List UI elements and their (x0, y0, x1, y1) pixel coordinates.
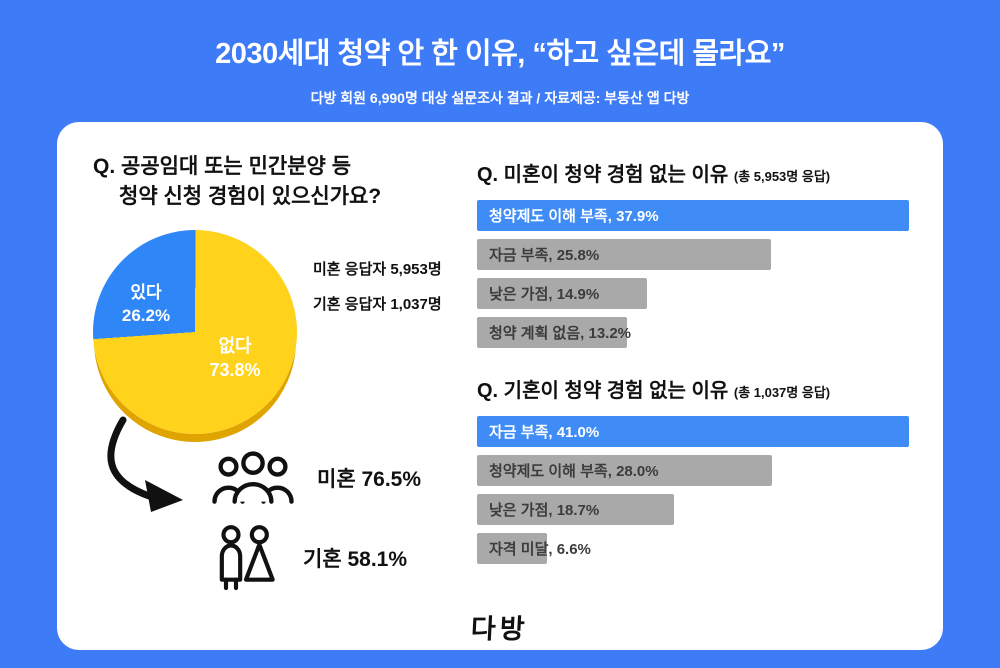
bar-label: 낮은 가점, 14.9% (489, 286, 600, 303)
pie-no-value: 73.8% (209, 360, 261, 381)
bar-chart-1-title-text: Q. 미혼이 청약 경험 없는 이유 (477, 164, 729, 186)
bar-label: 청약제도 이해 부족, 37.9% (489, 208, 659, 225)
bar: 자금 부족, 41.0% (477, 416, 909, 447)
curved-arrow-icon (107, 416, 183, 512)
question-line-2: 청약 신청 경험이 있으신가요? (119, 185, 382, 209)
stat-unmarried: 미혼 76.5% (211, 450, 421, 506)
pie-slice-label-yes: 있다 26.2% (107, 282, 185, 328)
group-icon (212, 451, 294, 504)
bar-section: Q. 미혼이 청약 경험 없는 이유 (총 5,953명 응답) 청약제도 이해… (449, 152, 909, 632)
bar-row: 자격 미달, 6.6% (477, 533, 909, 564)
bar: 낮은 가점, 18.7% (477, 494, 675, 525)
bar-row: 낮은 가점, 14.9% (477, 278, 909, 309)
bar-chart-1-subtitle: (총 5,953명 응답) (733, 169, 831, 184)
bar-chart-2-subtitle: (총 1,037명 응답) (733, 385, 831, 400)
respondent-counts: 미혼 응답자 5,953명 기혼 응답자 1,037명 (313, 258, 442, 434)
bar: 청약제도 이해 부족, 37.9% (477, 200, 909, 231)
pie-chart: 있다 26.2% 없다 73.8% (93, 230, 297, 434)
bar-label: 자금 부족, 25.8% (489, 247, 600, 264)
stats: 미혼 76.5% 기혼 58.1% (211, 450, 421, 594)
bar-label: 낮은 가점, 18.7% (489, 502, 600, 519)
couple-icon (219, 525, 275, 591)
bar-row: 청약제도 이해 부족, 28.0% (477, 455, 909, 486)
bar-label: 청약제도 이해 부족, 28.0% (489, 463, 659, 480)
pie-row: 있다 26.2% 없다 73.8% 미혼 응답자 5,953명 기혼 응답자 1… (93, 230, 442, 434)
bar-label: 청약 계획 없음, 13.2% (489, 325, 632, 342)
stat-married: 기혼 58.1% (211, 522, 421, 594)
pie-section: Q. 공공임대 또는 민간분양 등 청약 신청 경험이 있으신가요? 있다 26… (93, 152, 449, 632)
header: 2030세대 청약 안 한 이유, “하고 싶은데 몰라요” 다방 회원 6,9… (0, 0, 1000, 108)
pie-yes-text: 있다 (130, 283, 162, 302)
pie-slice-label-no: 없다 73.8% (185, 334, 285, 383)
bar-row: 청약제도 이해 부족, 37.9% (477, 200, 909, 231)
bar: 낮은 가점, 14.9% (477, 278, 647, 309)
bar: 청약제도 이해 부족, 28.0% (477, 455, 773, 486)
bar-chart-unmarried: 청약제도 이해 부족, 37.9% 자금 부족, 25.8% 낮은 가점, 14.9… (477, 200, 909, 348)
footer: 다방 (57, 607, 943, 646)
bar-row: 청약 계획 없음, 13.2% (477, 317, 909, 348)
bar-chart-married: 자금 부족, 41.0% 청약제도 이해 부족, 28.0% 낮은 가점, 18.7… (477, 416, 909, 564)
bar-chart-1-title: Q. 미혼이 청약 경험 없는 이유 (총 5,953명 응답) (477, 158, 909, 187)
pie-question: Q. 공공임대 또는 민간분양 등 청약 신청 경험이 있으신가요? (93, 152, 449, 213)
bar-row: 자금 부족, 41.0% (477, 416, 909, 447)
page-subtitle: 다방 회원 6,990명 대상 설문조사 결과 / 자료제공: 부동산 앱 다방 (310, 90, 690, 106)
bar: 자금 부족, 25.8% (477, 239, 772, 270)
bar-chart-2-title: Q. 기혼이 청약 경험 없는 이유 (총 1,037명 응답) (477, 374, 909, 403)
content-card: Q. 공공임대 또는 민간분양 등 청약 신청 경험이 있으신가요? 있다 26… (57, 122, 943, 650)
stat-married-label: 기혼 58.1% (303, 548, 408, 571)
pie-yes-value: 26.2% (121, 305, 171, 325)
bar: 청약 계획 없음, 13.2% (477, 317, 631, 348)
bar-row: 자금 부족, 25.8% (477, 239, 909, 270)
respondent-married: 기혼 응답자 1,037명 (313, 296, 442, 313)
bar-label: 자금 부족, 41.0% (489, 424, 600, 441)
question-line-1: Q. 공공임대 또는 민간분양 등 (93, 155, 352, 178)
bar: 자격 미달, 6.6% (477, 533, 591, 564)
bar-chart-2-title-text: Q. 기혼이 청약 경험 없는 이유 (477, 380, 729, 402)
bar-row: 낮은 가점, 18.7% (477, 494, 909, 525)
dabang-logo: 다방 (470, 614, 530, 644)
page-title: 2030세대 청약 안 한 이유, “하고 싶은데 몰라요” (215, 38, 785, 70)
pie-no-text: 없다 (218, 336, 252, 356)
bar-label: 자격 미달, 6.6% (489, 541, 591, 558)
respondent-unmarried: 미혼 응답자 5,953명 (313, 261, 442, 278)
stat-unmarried-label: 미혼 76.5% (317, 468, 422, 491)
